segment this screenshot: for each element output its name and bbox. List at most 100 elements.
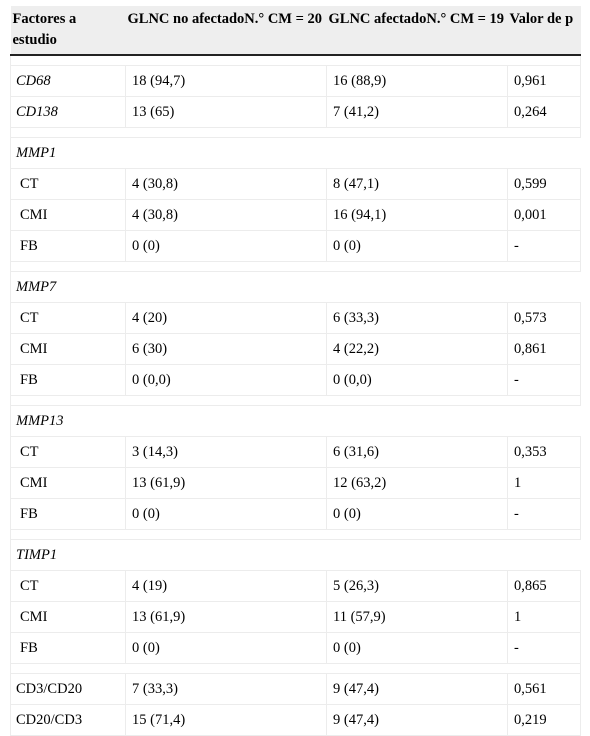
spacer-row [10, 261, 581, 272]
table-row-timp1-fb: FB 0 (0) 0 (0) - [10, 632, 581, 664]
table-row-mmp1-ct: CT 4 (30,8) 8 (47,1) 0,599 [10, 168, 581, 200]
cell-afectado: 16 (94,1) [326, 199, 508, 231]
cell-factor: CD68 [10, 65, 126, 97]
cell-p-value: 0,561 [507, 673, 581, 705]
cell-p-value: 0,219 [507, 704, 581, 736]
cell-afectado: 5 (26,3) [326, 570, 508, 602]
cell-afectado: 0 (0) [326, 230, 508, 262]
cell-p-value: - [507, 498, 581, 530]
cell-factor: CMI [10, 199, 126, 231]
cell-no-afectado: 15 (71,4) [125, 704, 327, 736]
cell-no-afectado: 13 (65) [125, 96, 327, 128]
cell-no-afectado: 3 (14,3) [125, 436, 327, 468]
section-row-mmp1: MMP1 [10, 137, 581, 169]
cell-factor: CD3/CD20 [10, 673, 126, 705]
table-row-mmp13-ct: CT 3 (14,3) 6 (31,6) 0,353 [10, 436, 581, 468]
cell-factor: CMI [10, 467, 126, 499]
cell-factor: CMI [10, 601, 126, 633]
cell-p-value: - [507, 230, 581, 262]
section-title: MMP7 [10, 271, 581, 303]
cell-no-afectado: 4 (30,8) [125, 168, 327, 200]
cell-no-afectado: 7 (33,3) [125, 673, 327, 705]
spacer-row [10, 127, 581, 138]
cell-afectado: 6 (33,3) [326, 302, 508, 334]
table-row-cd68: CD68 18 (94,7) 16 (88,9) 0,961 [10, 65, 581, 97]
cell-no-afectado: 0 (0) [125, 498, 327, 530]
cell-factor: CT [10, 168, 126, 200]
header-afectado: GLNC afectadoN.° CM = 19 [326, 6, 508, 56]
cell-no-afectado: 13 (61,9) [125, 467, 327, 499]
spacer-row [10, 55, 581, 66]
cell-p-value: 0,573 [507, 302, 581, 334]
cell-factor: CT [10, 570, 126, 602]
cell-p-value: - [507, 632, 581, 664]
cell-no-afectado: 4 (19) [125, 570, 327, 602]
table-row-timp1-cmi: CMI 13 (61,9) 11 (57,9) 1 [10, 601, 581, 633]
cell-afectado: 6 (31,6) [326, 436, 508, 468]
cell-afectado: 9 (47,4) [326, 704, 508, 736]
cell-afectado: 16 (88,9) [326, 65, 508, 97]
cell-no-afectado: 0 (0,0) [125, 364, 327, 396]
cell-no-afectado: 18 (94,7) [125, 65, 327, 97]
cell-p-value: 0,961 [507, 65, 581, 97]
section-title: TIMP1 [10, 539, 581, 571]
results-table-container: Factores a estudio GLNC no afectadoN.° C… [10, 6, 581, 736]
cell-p-value: 0,865 [507, 570, 581, 602]
cell-p-value: 1 [507, 601, 581, 633]
table-row-mmp13-cmi: CMI 13 (61,9) 12 (63,2) 1 [10, 467, 581, 499]
cell-no-afectado: 0 (0) [125, 230, 327, 262]
table-row-cd3-cd20: CD3/CD20 7 (33,3) 9 (47,4) 0,561 [10, 673, 581, 705]
cell-p-value: - [507, 364, 581, 396]
cell-no-afectado: 4 (30,8) [125, 199, 327, 231]
table-row-mmp7-cmi: CMI 6 (30) 4 (22,2) 0,861 [10, 333, 581, 365]
header-row: Factores a estudio GLNC no afectadoN.° C… [10, 6, 581, 56]
cell-factor: FB [10, 498, 126, 530]
section-row-mmp7: MMP7 [10, 271, 581, 303]
cell-factor: CD138 [10, 96, 126, 128]
cell-afectado: 0 (0,0) [326, 364, 508, 396]
cell-no-afectado: 4 (20) [125, 302, 327, 334]
table-row-cd138: CD138 13 (65) 7 (41,2) 0,264 [10, 96, 581, 128]
header-no-afectado: GLNC no afectadoN.° CM = 20 [125, 6, 327, 56]
header-valor-p: Valor de p [507, 6, 581, 56]
cell-p-value: 0,001 [507, 199, 581, 231]
table-body: CD68 18 (94,7) 16 (88,9) 0,961 CD138 13 … [10, 55, 581, 736]
section-title: MMP1 [10, 137, 581, 169]
table-row-mmp13-fb: FB 0 (0) 0 (0) - [10, 498, 581, 530]
results-table: Factores a estudio GLNC no afectadoN.° C… [10, 6, 581, 736]
cell-factor: FB [10, 632, 126, 664]
cell-p-value: 0,861 [507, 333, 581, 365]
section-row-timp1: TIMP1 [10, 539, 581, 571]
table-row-mmp1-fb: FB 0 (0) 0 (0) - [10, 230, 581, 262]
cell-factor: FB [10, 364, 126, 396]
cell-afectado: 4 (22,2) [326, 333, 508, 365]
cell-no-afectado: 6 (30) [125, 333, 327, 365]
table-row-mmp1-cmi: CMI 4 (30,8) 16 (94,1) 0,001 [10, 199, 581, 231]
table-header: Factores a estudio GLNC no afectadoN.° C… [10, 6, 581, 56]
cell-afectado: 7 (41,2) [326, 96, 508, 128]
cell-afectado: 11 (57,9) [326, 601, 508, 633]
cell-p-value: 0,264 [507, 96, 581, 128]
cell-factor: CT [10, 436, 126, 468]
cell-afectado: 0 (0) [326, 498, 508, 530]
cell-afectado: 0 (0) [326, 632, 508, 664]
cell-afectado: 12 (63,2) [326, 467, 508, 499]
cell-factor: CT [10, 302, 126, 334]
table-row-mmp7-ct: CT 4 (20) 6 (33,3) 0,573 [10, 302, 581, 334]
header-factores: Factores a estudio [10, 6, 126, 56]
cell-no-afectado: 0 (0) [125, 632, 327, 664]
cell-p-value: 0,353 [507, 436, 581, 468]
cell-p-value: 0,599 [507, 168, 581, 200]
table-row-cd20-cd3: CD20/CD3 15 (71,4) 9 (47,4) 0,219 [10, 704, 581, 736]
spacer-row [10, 529, 581, 540]
table-row-timp1-ct: CT 4 (19) 5 (26,3) 0,865 [10, 570, 581, 602]
cell-factor: CD20/CD3 [10, 704, 126, 736]
spacer-row [10, 395, 581, 406]
table-row-mmp7-fb: FB 0 (0,0) 0 (0,0) - [10, 364, 581, 396]
cell-factor: FB [10, 230, 126, 262]
cell-no-afectado: 13 (61,9) [125, 601, 327, 633]
cell-factor: CMI [10, 333, 126, 365]
cell-afectado: 9 (47,4) [326, 673, 508, 705]
cell-p-value: 1 [507, 467, 581, 499]
spacer-row [10, 663, 581, 674]
